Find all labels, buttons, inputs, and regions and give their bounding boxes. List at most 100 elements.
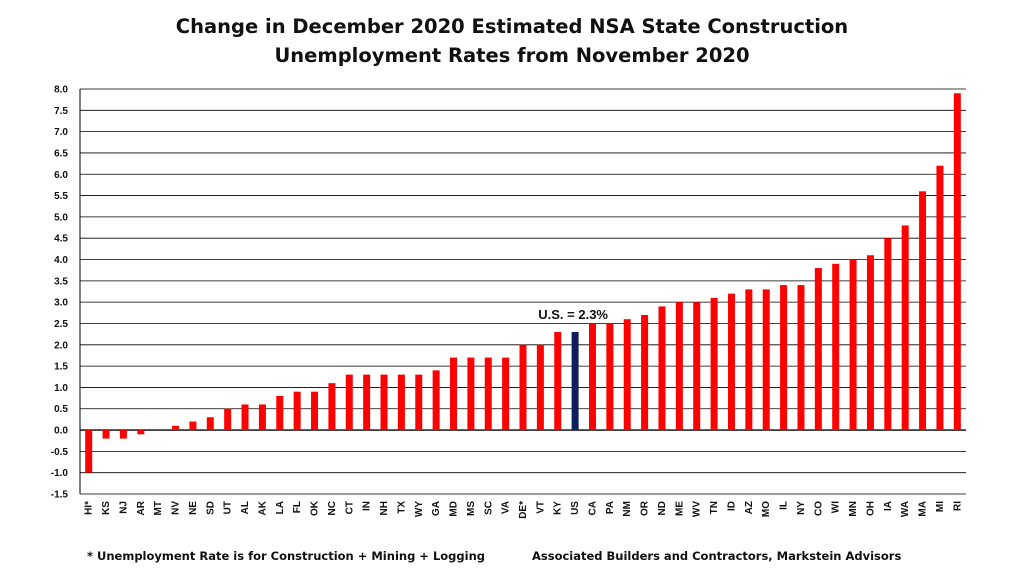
chart-title-line-1: Change in December 2020 Estimated NSA St… [175, 15, 849, 38]
x-tick-label: AK [257, 500, 268, 515]
x-tick-label: WA [900, 501, 911, 517]
y-tick-label: 7.0 [54, 127, 68, 138]
bar [258, 404, 266, 431]
y-tick-label: 0.0 [54, 426, 68, 437]
x-tick-label: RI [952, 501, 963, 511]
x-tick-label: MA [918, 501, 929, 517]
bar [502, 357, 510, 431]
bar [919, 191, 927, 431]
bar [623, 319, 631, 431]
x-tick-label: VA [501, 501, 512, 514]
x-tick-label: IL [779, 501, 790, 510]
x-tick-label: IA [883, 501, 894, 511]
x-tick-label: ID [726, 501, 737, 511]
bar [85, 430, 93, 473]
y-tick-label: 4.0 [54, 255, 68, 266]
bar [119, 430, 127, 439]
x-tick-label: NC [327, 501, 338, 515]
bar [397, 374, 405, 431]
bar [102, 430, 110, 439]
bar [780, 285, 788, 431]
bar-highlight [571, 332, 579, 431]
x-tick-label: WY [414, 501, 425, 517]
bar [797, 285, 805, 431]
bar [432, 370, 440, 431]
x-tick-label: GA [431, 501, 442, 516]
x-tick-label: OK [310, 500, 321, 516]
bar [710, 297, 718, 431]
x-tick-label: ND [657, 501, 668, 515]
bar [675, 302, 683, 431]
bar [484, 357, 492, 431]
bar [467, 357, 475, 431]
x-tick-label: AR [136, 500, 147, 515]
y-tick-label: 7.5 [54, 106, 68, 117]
bar [519, 344, 527, 431]
bar [762, 289, 770, 431]
x-tick-label: MT [153, 501, 164, 515]
x-tick-label: ME [674, 501, 685, 516]
y-tick-label: 6.5 [54, 148, 68, 159]
annotation-label: U.S. = 2.3% [538, 307, 608, 322]
x-tick-label: US [570, 501, 581, 515]
y-tick-label: 6.0 [54, 170, 68, 181]
bar [745, 289, 753, 431]
bar [137, 430, 145, 435]
bar [693, 302, 701, 431]
x-tick-label: NM [622, 501, 633, 517]
y-tick-label: 2.0 [54, 340, 68, 351]
footnote: * Unemployment Rate is for Construction … [87, 549, 485, 563]
x-tick-label: DE* [518, 501, 529, 519]
bar [328, 383, 336, 431]
bar [588, 323, 596, 431]
x-tick-label: FL [292, 501, 303, 513]
bar [293, 391, 301, 431]
y-tick-label: 8.0 [54, 85, 68, 96]
x-tick-label: UT [223, 501, 234, 514]
x-tick-label: MD [449, 501, 460, 517]
bar [641, 314, 649, 431]
x-tick-label: TN [709, 501, 720, 514]
x-tick-label: CO [813, 501, 824, 516]
bar [849, 259, 857, 431]
bar [536, 344, 544, 431]
bar [311, 391, 319, 431]
x-tick-label: LA [275, 501, 286, 514]
x-tick-label: MO [761, 501, 772, 517]
x-tick-label: NJ [118, 501, 129, 514]
y-tick-label: 0.5 [54, 404, 68, 415]
x-tick-label: TX [396, 501, 407, 514]
y-tick-label: -1.5 [51, 490, 69, 501]
bar [727, 293, 735, 431]
y-tick-label: 2.5 [54, 319, 68, 330]
bar [866, 255, 874, 431]
x-tick-label: OR [640, 500, 651, 516]
bar [345, 374, 353, 431]
bar [172, 425, 180, 431]
bar [658, 306, 666, 431]
source-note: Associated Builders and Contractors, Mar… [532, 549, 902, 563]
x-tick-label: KY [553, 501, 564, 515]
x-tick-label: KS [101, 501, 112, 515]
chart-title-line-2: Unemployment Rates from November 2020 [274, 44, 750, 67]
x-tick-label: PA [605, 501, 616, 514]
bar [814, 268, 822, 431]
x-tick-label: WV [692, 501, 703, 517]
x-tick-label: MS [466, 501, 477, 516]
chart-title: Change in December 2020 Estimated NSA St… [0, 12, 1024, 70]
bar [450, 357, 458, 431]
bar [606, 323, 614, 431]
bar [276, 395, 284, 431]
y-tick-label: -0.5 [51, 447, 69, 458]
y-tick-label: 5.0 [54, 212, 68, 223]
x-tick-label: NE [188, 501, 199, 515]
x-tick-label: SC [483, 501, 494, 515]
bar [415, 374, 423, 431]
bar [189, 421, 197, 431]
x-tick-label: NV [171, 501, 182, 515]
bar [936, 165, 944, 431]
y-tick-label: 1.0 [54, 383, 68, 394]
y-tick-label: 3.0 [54, 298, 68, 309]
x-tick-label: HI* [84, 501, 95, 515]
